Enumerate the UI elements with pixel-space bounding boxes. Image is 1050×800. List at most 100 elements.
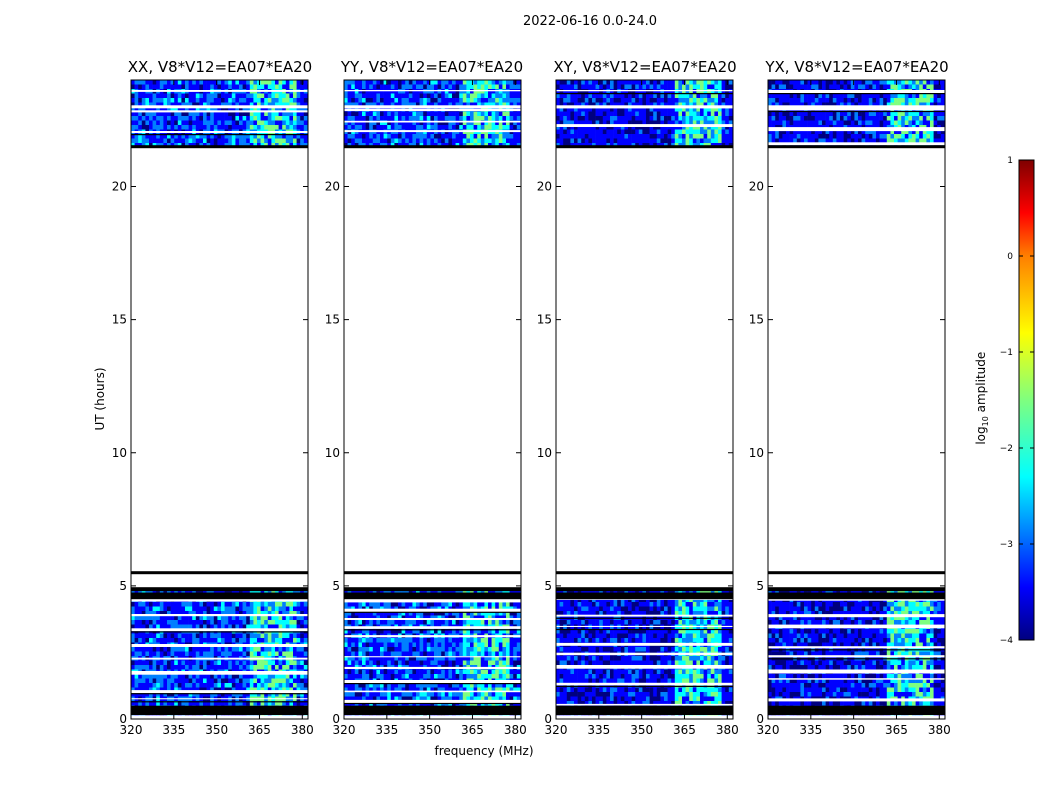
heatmap-cell	[285, 620, 290, 625]
heatmap-cell	[192, 143, 197, 147]
heatmap-cell	[267, 120, 272, 126]
heatmap-cell	[369, 620, 374, 625]
heatmap-cell	[498, 116, 503, 121]
heatmap-cell	[344, 134, 348, 139]
heatmap-cell	[498, 143, 503, 147]
heatmap-cell	[231, 701, 236, 706]
heatmap-cell	[134, 125, 139, 130]
heatmap-cell	[253, 683, 258, 688]
heatmap-cell	[231, 606, 236, 612]
heatmap-cell	[228, 111, 233, 117]
heatmap-cell	[131, 687, 135, 693]
heatmap-cell	[354, 84, 359, 90]
heatmap-cell	[358, 143, 363, 147]
heatmap-cell	[213, 143, 218, 147]
heatmap-cell	[405, 696, 410, 702]
heatmap-cell	[177, 674, 182, 679]
heatmap-cell	[667, 620, 672, 625]
heatmap-cell	[401, 642, 406, 648]
heatmap-cell	[213, 606, 218, 612]
heatmap-cell	[131, 665, 135, 670]
heatmap-cell	[394, 629, 399, 634]
heatmap-cell	[192, 134, 197, 139]
heatmap-cell	[620, 611, 625, 616]
heatmap-cell	[228, 134, 233, 139]
heatmap-cell	[477, 687, 482, 693]
heatmap-cell	[423, 696, 428, 702]
heatmap-cell	[303, 638, 308, 643]
heatmap-cell	[398, 89, 402, 94]
heatmap-cell	[488, 611, 492, 616]
heatmap-cell	[387, 687, 392, 693]
heatmap-cell	[206, 624, 211, 630]
heatmap-cell	[138, 692, 143, 697]
heatmap-cell	[466, 638, 471, 643]
heatmap-cell	[462, 102, 467, 108]
heatmap-cell	[199, 692, 204, 697]
heatmap-cell	[282, 84, 287, 90]
heatmap-cell	[217, 692, 222, 697]
heatmap-cell	[195, 692, 200, 697]
heatmap-cell	[159, 125, 164, 130]
heatmap-cell	[369, 143, 374, 147]
flag-line	[344, 656, 521, 658]
heatmap-cell	[134, 80, 139, 85]
heatmap-cell	[145, 102, 150, 108]
heatmap-cell	[195, 683, 200, 688]
heatmap-cell	[448, 125, 453, 130]
heatmap-cell	[145, 93, 150, 99]
x-tick-label: 335	[162, 723, 185, 737]
heatmap-cell	[408, 674, 413, 679]
gap-separator	[131, 592, 308, 600]
heatmap-cell	[195, 611, 200, 616]
heatmap-cell	[462, 629, 467, 634]
heatmap-cell	[351, 93, 356, 99]
heatmap-cell	[394, 143, 399, 147]
heatmap-cell	[488, 93, 492, 99]
heatmap-cell	[206, 143, 211, 147]
heatmap-cell	[408, 111, 413, 117]
heatmap-cell	[506, 120, 510, 126]
heatmap-cell	[210, 98, 215, 103]
heatmap-cell	[267, 602, 272, 607]
heatmap-cell	[170, 638, 175, 643]
heatmap-cell	[206, 111, 211, 117]
heatmap-cell	[437, 116, 442, 121]
heatmap-cell	[217, 98, 222, 103]
heatmap-cell	[296, 647, 301, 652]
heatmap-cell	[387, 620, 392, 625]
heatmap-cell	[358, 696, 363, 702]
heatmap-cell	[134, 683, 139, 688]
heatmap-cell	[217, 125, 222, 130]
heatmap-cell	[416, 656, 420, 661]
heatmap-cell	[181, 107, 186, 112]
heatmap-cell	[559, 611, 564, 616]
heatmap-cell	[430, 89, 435, 94]
heatmap-cell	[376, 102, 381, 108]
heatmap-cell	[408, 102, 413, 108]
heatmap-cell	[354, 98, 359, 103]
heatmap-cell	[502, 125, 507, 130]
heatmap-cell	[462, 651, 467, 657]
heatmap-cell	[394, 98, 399, 103]
heatmap-cell	[167, 611, 171, 616]
heatmap-cell	[498, 629, 503, 634]
heatmap-cell	[477, 651, 482, 657]
heatmap-cell	[210, 692, 215, 697]
heatmap-cell	[192, 647, 197, 652]
heatmap-cell	[480, 656, 485, 661]
y-tick-label: 5	[332, 579, 340, 593]
heatmap-cell	[300, 651, 305, 657]
heatmap-cell	[434, 93, 438, 99]
heatmap-cell	[344, 647, 348, 652]
heatmap-cell	[278, 687, 283, 693]
heatmap-cell	[376, 80, 381, 85]
heatmap-cell	[271, 678, 276, 684]
heatmap-cell	[401, 80, 406, 85]
axes-frame	[130, 79, 309, 720]
heatmap-cell	[419, 660, 424, 666]
heatmap-cell	[452, 651, 456, 657]
heatmap-cell	[282, 660, 287, 666]
heatmap-cell	[145, 620, 150, 625]
heatmap-cell	[134, 606, 139, 612]
